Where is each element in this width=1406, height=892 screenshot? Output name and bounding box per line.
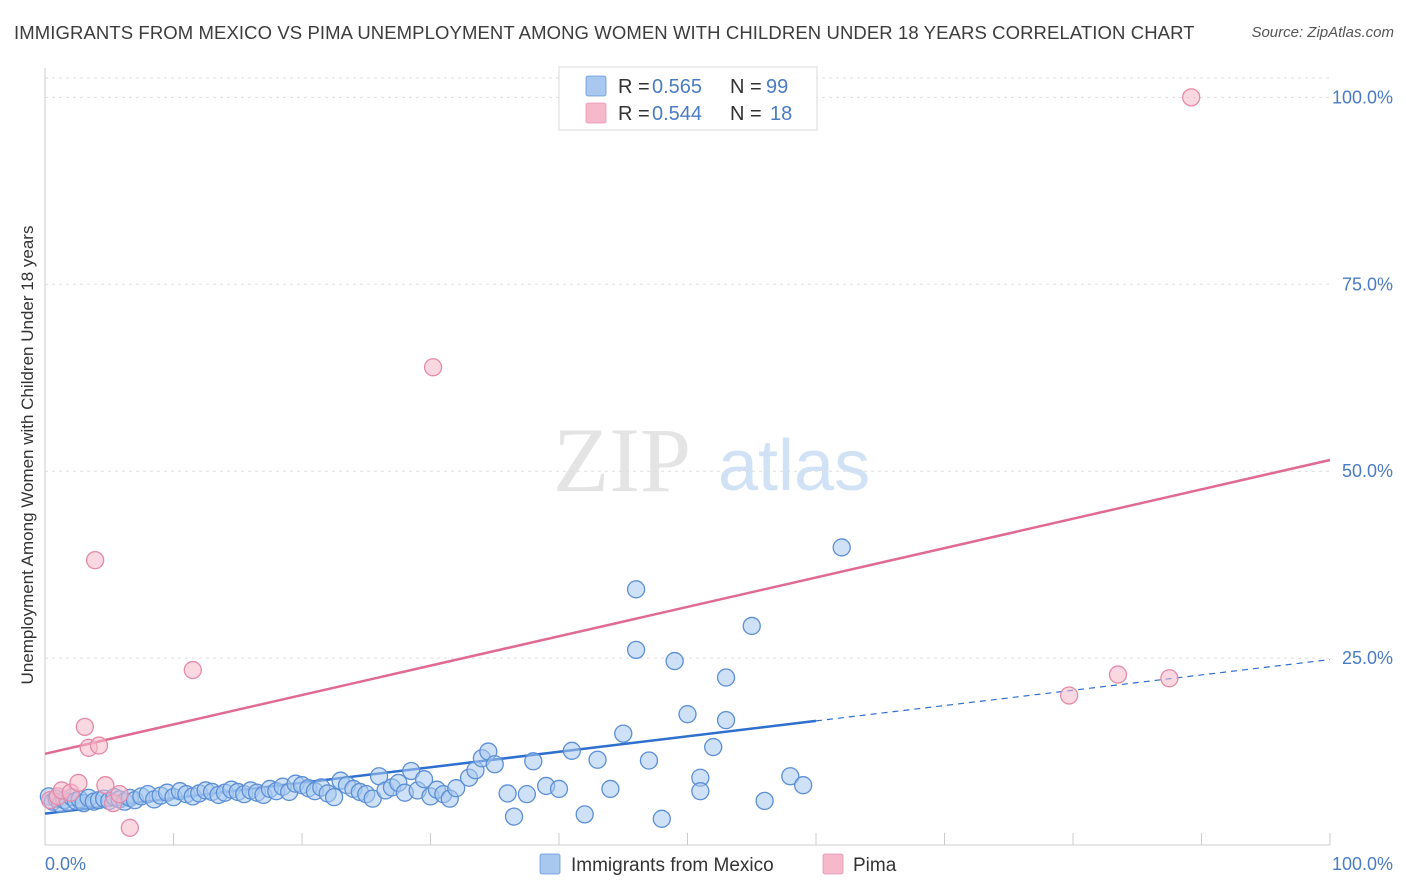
legend-r-label-mexico: R = <box>618 76 650 98</box>
point-mexico-76 <box>504 807 524 826</box>
y-tick-label-0: 25.0% <box>1342 648 1393 668</box>
point-mexico-50 <box>324 788 344 807</box>
watermark-zip: ZIP <box>553 409 691 511</box>
legend-n-value-mexico: 99 <box>766 76 788 98</box>
point-mexico-91 <box>678 705 697 724</box>
point-mexico-100 <box>794 776 813 795</box>
point-mexico-80 <box>549 779 569 799</box>
point-mexico-97 <box>742 616 761 636</box>
point-mexico-101 <box>832 538 851 557</box>
point-mexico-90 <box>665 651 684 671</box>
legend-n-label-mexico: N = <box>730 76 762 98</box>
bottom-legend-label-pima: Pima <box>853 855 897 876</box>
legend-swatch-pima <box>585 102 607 124</box>
bottom-legend-swatch-pima <box>822 853 844 875</box>
point-pima-12 <box>120 818 139 837</box>
point-mexico-93 <box>691 782 710 801</box>
point-mexico-81 <box>562 741 581 760</box>
point-pima-5 <box>75 717 94 737</box>
point-mexico-99 <box>781 767 800 786</box>
x-tick-label-0: 0.0% <box>45 854 86 874</box>
legend-r-label-pima: R = <box>618 103 650 125</box>
point-pima-9 <box>96 776 115 795</box>
point-mexico-77 <box>517 785 537 804</box>
point-mexico-74 <box>485 755 504 774</box>
point-mexico-95 <box>716 710 736 730</box>
point-mexico-87 <box>626 640 646 660</box>
point-mexico-64 <box>414 770 434 789</box>
watermark-atlas: atlas <box>718 426 870 506</box>
legend-r-value-pima: 0.544 <box>652 103 702 125</box>
bottom-legend: Immigrants from Mexico Pima <box>539 853 897 876</box>
point-mexico-96 <box>716 668 736 687</box>
tick-labels: 25.0% 50.0% 75.0% 100.0% 0.0% 100.0% <box>45 87 1393 874</box>
legend-swatch-mexico <box>585 75 607 97</box>
point-mexico-75 <box>498 784 517 803</box>
axes <box>44 68 1331 846</box>
point-pima-11 <box>110 785 129 804</box>
point-mexico-98 <box>755 791 774 811</box>
x-tick-label-1: 100.0% <box>1332 854 1393 874</box>
series-mexico-points <box>39 538 851 828</box>
chart-title: IMMIGRANTS FROM MEXICO VS PIMA UNEMPLOYM… <box>14 22 1195 43</box>
legend-r-value-mexico: 0.565 <box>652 76 702 98</box>
point-mexico-56 <box>363 789 382 808</box>
point-pima-7 <box>85 551 105 570</box>
point-pima-4 <box>69 773 88 793</box>
point-mexico-82 <box>575 805 594 824</box>
y-tick-label-1: 50.0% <box>1342 461 1393 481</box>
point-mexico-89 <box>652 809 671 828</box>
point-pima-18 <box>1182 88 1201 107</box>
legend-n-label-pima: N = <box>730 103 762 125</box>
point-mexico-94 <box>704 737 723 757</box>
point-pima-13 <box>183 660 202 680</box>
grid-lines <box>45 77 1330 659</box>
bottom-legend-label-mexico: Immigrants from Mexico <box>571 855 774 876</box>
point-mexico-85 <box>614 724 633 743</box>
point-pima-14 <box>423 358 443 377</box>
legend-n-value-pima: 18 <box>770 103 792 125</box>
point-mexico-62 <box>402 761 421 781</box>
point-pima-15 <box>1059 686 1079 705</box>
point-mexico-69 <box>447 779 466 798</box>
point-pima-8 <box>89 736 109 755</box>
y-axis-title: Unemployment Among Women with Children U… <box>18 226 37 685</box>
trend-line-pima <box>44 458 1331 756</box>
point-pima-17 <box>1160 669 1179 688</box>
point-mexico-86 <box>626 580 646 599</box>
y-tick-label-2: 75.0% <box>1342 274 1393 294</box>
trend-lines <box>44 458 1331 815</box>
point-pima-16 <box>1108 665 1128 684</box>
chart-source: Source: ZipAtlas.com <box>1251 24 1394 41</box>
bottom-legend-swatch-mexico <box>539 853 561 875</box>
series-pima-points <box>40 88 1201 837</box>
point-mexico-88 <box>639 751 659 770</box>
point-mexico-84 <box>601 779 620 799</box>
y-tick-label-3: 100.0% <box>1332 87 1393 107</box>
point-mexico-78 <box>524 752 543 771</box>
legend: R = 0.565 N = 99 R = 0.544 N = 18 <box>558 66 818 131</box>
point-mexico-83 <box>588 750 607 769</box>
